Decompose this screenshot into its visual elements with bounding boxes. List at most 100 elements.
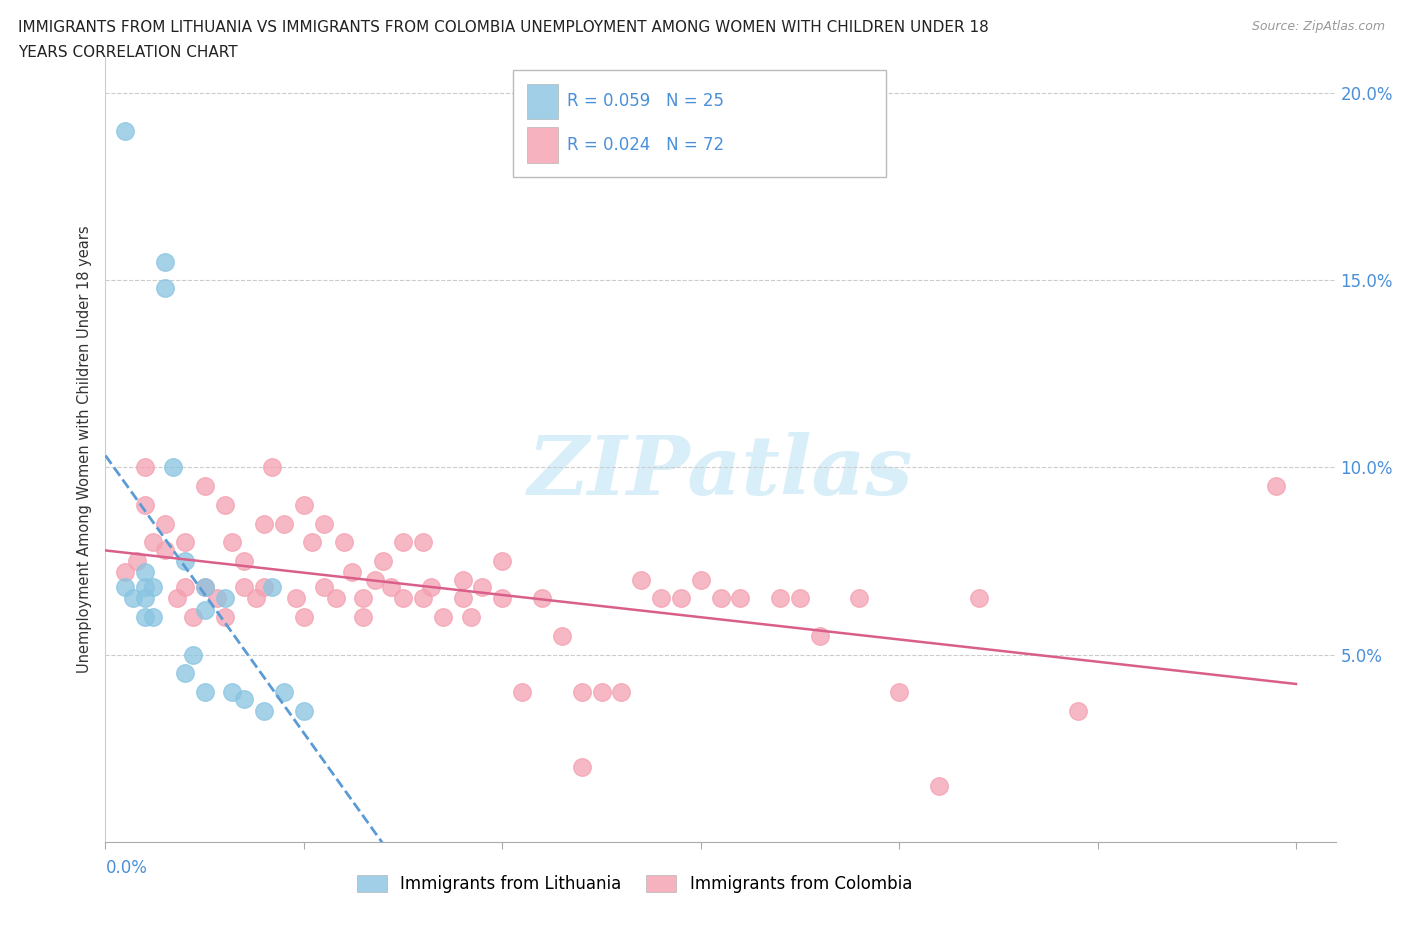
Point	[114, 565, 136, 579]
Point	[134, 610, 156, 625]
Text: R = 0.059   N = 25: R = 0.059 N = 25	[567, 92, 724, 111]
Y-axis label: Unemployment Among Women with Children Under 18 years: Unemployment Among Women with Children U…	[77, 225, 93, 672]
Point	[173, 553, 195, 568]
Point	[352, 591, 374, 605]
Point	[221, 535, 243, 550]
Point	[114, 123, 136, 138]
Point	[412, 591, 434, 605]
Point	[340, 565, 363, 579]
Text: YEARS CORRELATION CHART: YEARS CORRELATION CHART	[18, 45, 238, 60]
Point	[689, 572, 711, 587]
Point	[967, 591, 990, 605]
Point	[312, 579, 335, 594]
Text: 0.0%: 0.0%	[105, 859, 148, 877]
Point	[928, 778, 950, 793]
Point	[253, 516, 276, 531]
Point	[153, 254, 176, 269]
Point	[142, 610, 165, 625]
Point	[889, 684, 911, 699]
Point	[273, 684, 295, 699]
Point	[610, 684, 633, 699]
Point	[233, 692, 256, 707]
Point	[173, 666, 195, 681]
Point	[284, 591, 307, 605]
Point	[262, 579, 284, 594]
Point	[460, 610, 482, 625]
Point	[127, 553, 149, 568]
Point	[451, 591, 474, 605]
Point	[491, 591, 513, 605]
Point	[325, 591, 347, 605]
Point	[153, 516, 176, 531]
Point	[848, 591, 870, 605]
Point	[571, 684, 593, 699]
Point	[392, 591, 415, 605]
Text: IMMIGRANTS FROM LITHUANIA VS IMMIGRANTS FROM COLOMBIA UNEMPLOYMENT AMONG WOMEN W: IMMIGRANTS FROM LITHUANIA VS IMMIGRANTS …	[18, 20, 988, 35]
Point	[205, 591, 228, 605]
Point	[419, 579, 441, 594]
Point	[273, 516, 295, 531]
Point	[181, 647, 204, 662]
Point	[194, 603, 217, 618]
Point	[214, 591, 236, 605]
Point	[551, 629, 574, 644]
Point	[134, 579, 156, 594]
Point	[142, 579, 165, 594]
Point	[364, 572, 387, 587]
Point	[451, 572, 474, 587]
Point	[571, 760, 593, 775]
Point	[134, 460, 156, 475]
Point	[114, 579, 136, 594]
Point	[789, 591, 811, 605]
Point	[292, 703, 315, 718]
Point	[510, 684, 533, 699]
Point	[292, 610, 315, 625]
Point	[122, 591, 145, 605]
Point	[194, 684, 217, 699]
Point	[432, 610, 454, 625]
Point	[134, 498, 156, 512]
Point	[808, 629, 831, 644]
Point	[730, 591, 752, 605]
Point	[214, 498, 236, 512]
Point	[153, 542, 176, 557]
Point	[373, 553, 395, 568]
Point	[173, 535, 195, 550]
Point	[214, 610, 236, 625]
Point	[710, 591, 733, 605]
Point	[312, 516, 335, 531]
Point	[233, 553, 256, 568]
Legend: Immigrants from Lithuania, Immigrants from Colombia: Immigrants from Lithuania, Immigrants fr…	[350, 869, 918, 900]
Point	[380, 579, 402, 594]
Point	[153, 280, 176, 295]
Text: ZIPatlas: ZIPatlas	[527, 432, 914, 512]
Point	[134, 565, 156, 579]
Point	[530, 591, 553, 605]
Point	[392, 535, 415, 550]
Point	[166, 591, 188, 605]
Point	[650, 591, 672, 605]
Text: Source: ZipAtlas.com: Source: ZipAtlas.com	[1251, 20, 1385, 33]
Point	[233, 579, 256, 594]
Point	[194, 579, 217, 594]
Point	[245, 591, 267, 605]
Point	[253, 579, 276, 594]
Point	[491, 553, 513, 568]
Point	[591, 684, 613, 699]
Point	[292, 498, 315, 512]
Point	[262, 460, 284, 475]
Point	[162, 460, 184, 475]
Point	[194, 579, 217, 594]
Point	[181, 610, 204, 625]
Point	[1265, 479, 1288, 494]
Point	[134, 591, 156, 605]
Point	[352, 610, 374, 625]
Point	[142, 535, 165, 550]
Point	[332, 535, 354, 550]
Point	[221, 684, 243, 699]
Point	[669, 591, 692, 605]
Point	[769, 591, 792, 605]
Point	[471, 579, 494, 594]
Point	[194, 479, 217, 494]
Point	[253, 703, 276, 718]
